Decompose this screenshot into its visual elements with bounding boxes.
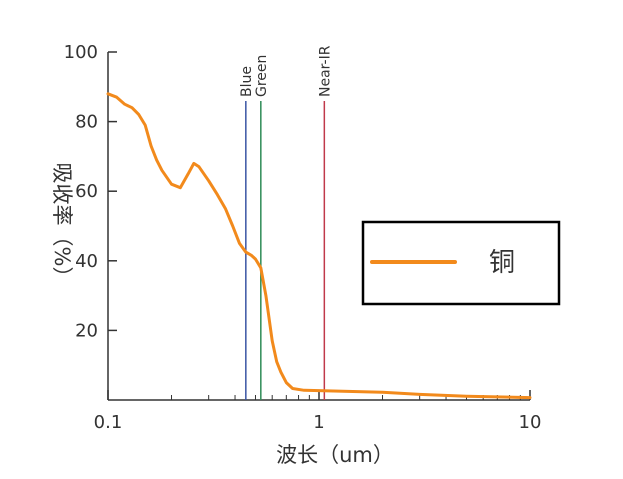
y-tick-label: 60: [75, 181, 98, 202]
legend: 铜: [361, 220, 561, 306]
marker-label: Near-IR: [317, 45, 333, 97]
y-tick-label: 100: [64, 42, 98, 63]
x-tick-label: 10: [519, 412, 542, 433]
marker-label: Green: [254, 55, 270, 97]
y-axis-title: 吸收率（%）: [50, 163, 74, 288]
series-group: [106, 92, 532, 400]
series-line: [106, 92, 532, 400]
y-ticks: [108, 51, 117, 332]
legend-label: 铜: [489, 248, 515, 278]
y-tick-labels: 20 40 60 80 100: [64, 42, 98, 341]
y-tick-label: 80: [75, 112, 98, 133]
y-tick-label: 40: [75, 251, 98, 272]
x-tick-labels: 0.1 1 10: [94, 412, 542, 433]
x-tick-label: 1: [313, 412, 324, 433]
x-tick-label: 0.1: [94, 412, 123, 433]
marker-label: Blue: [239, 66, 255, 97]
x-axis-title: 波长（um）: [276, 443, 394, 467]
y-tick-label: 20: [75, 320, 98, 341]
